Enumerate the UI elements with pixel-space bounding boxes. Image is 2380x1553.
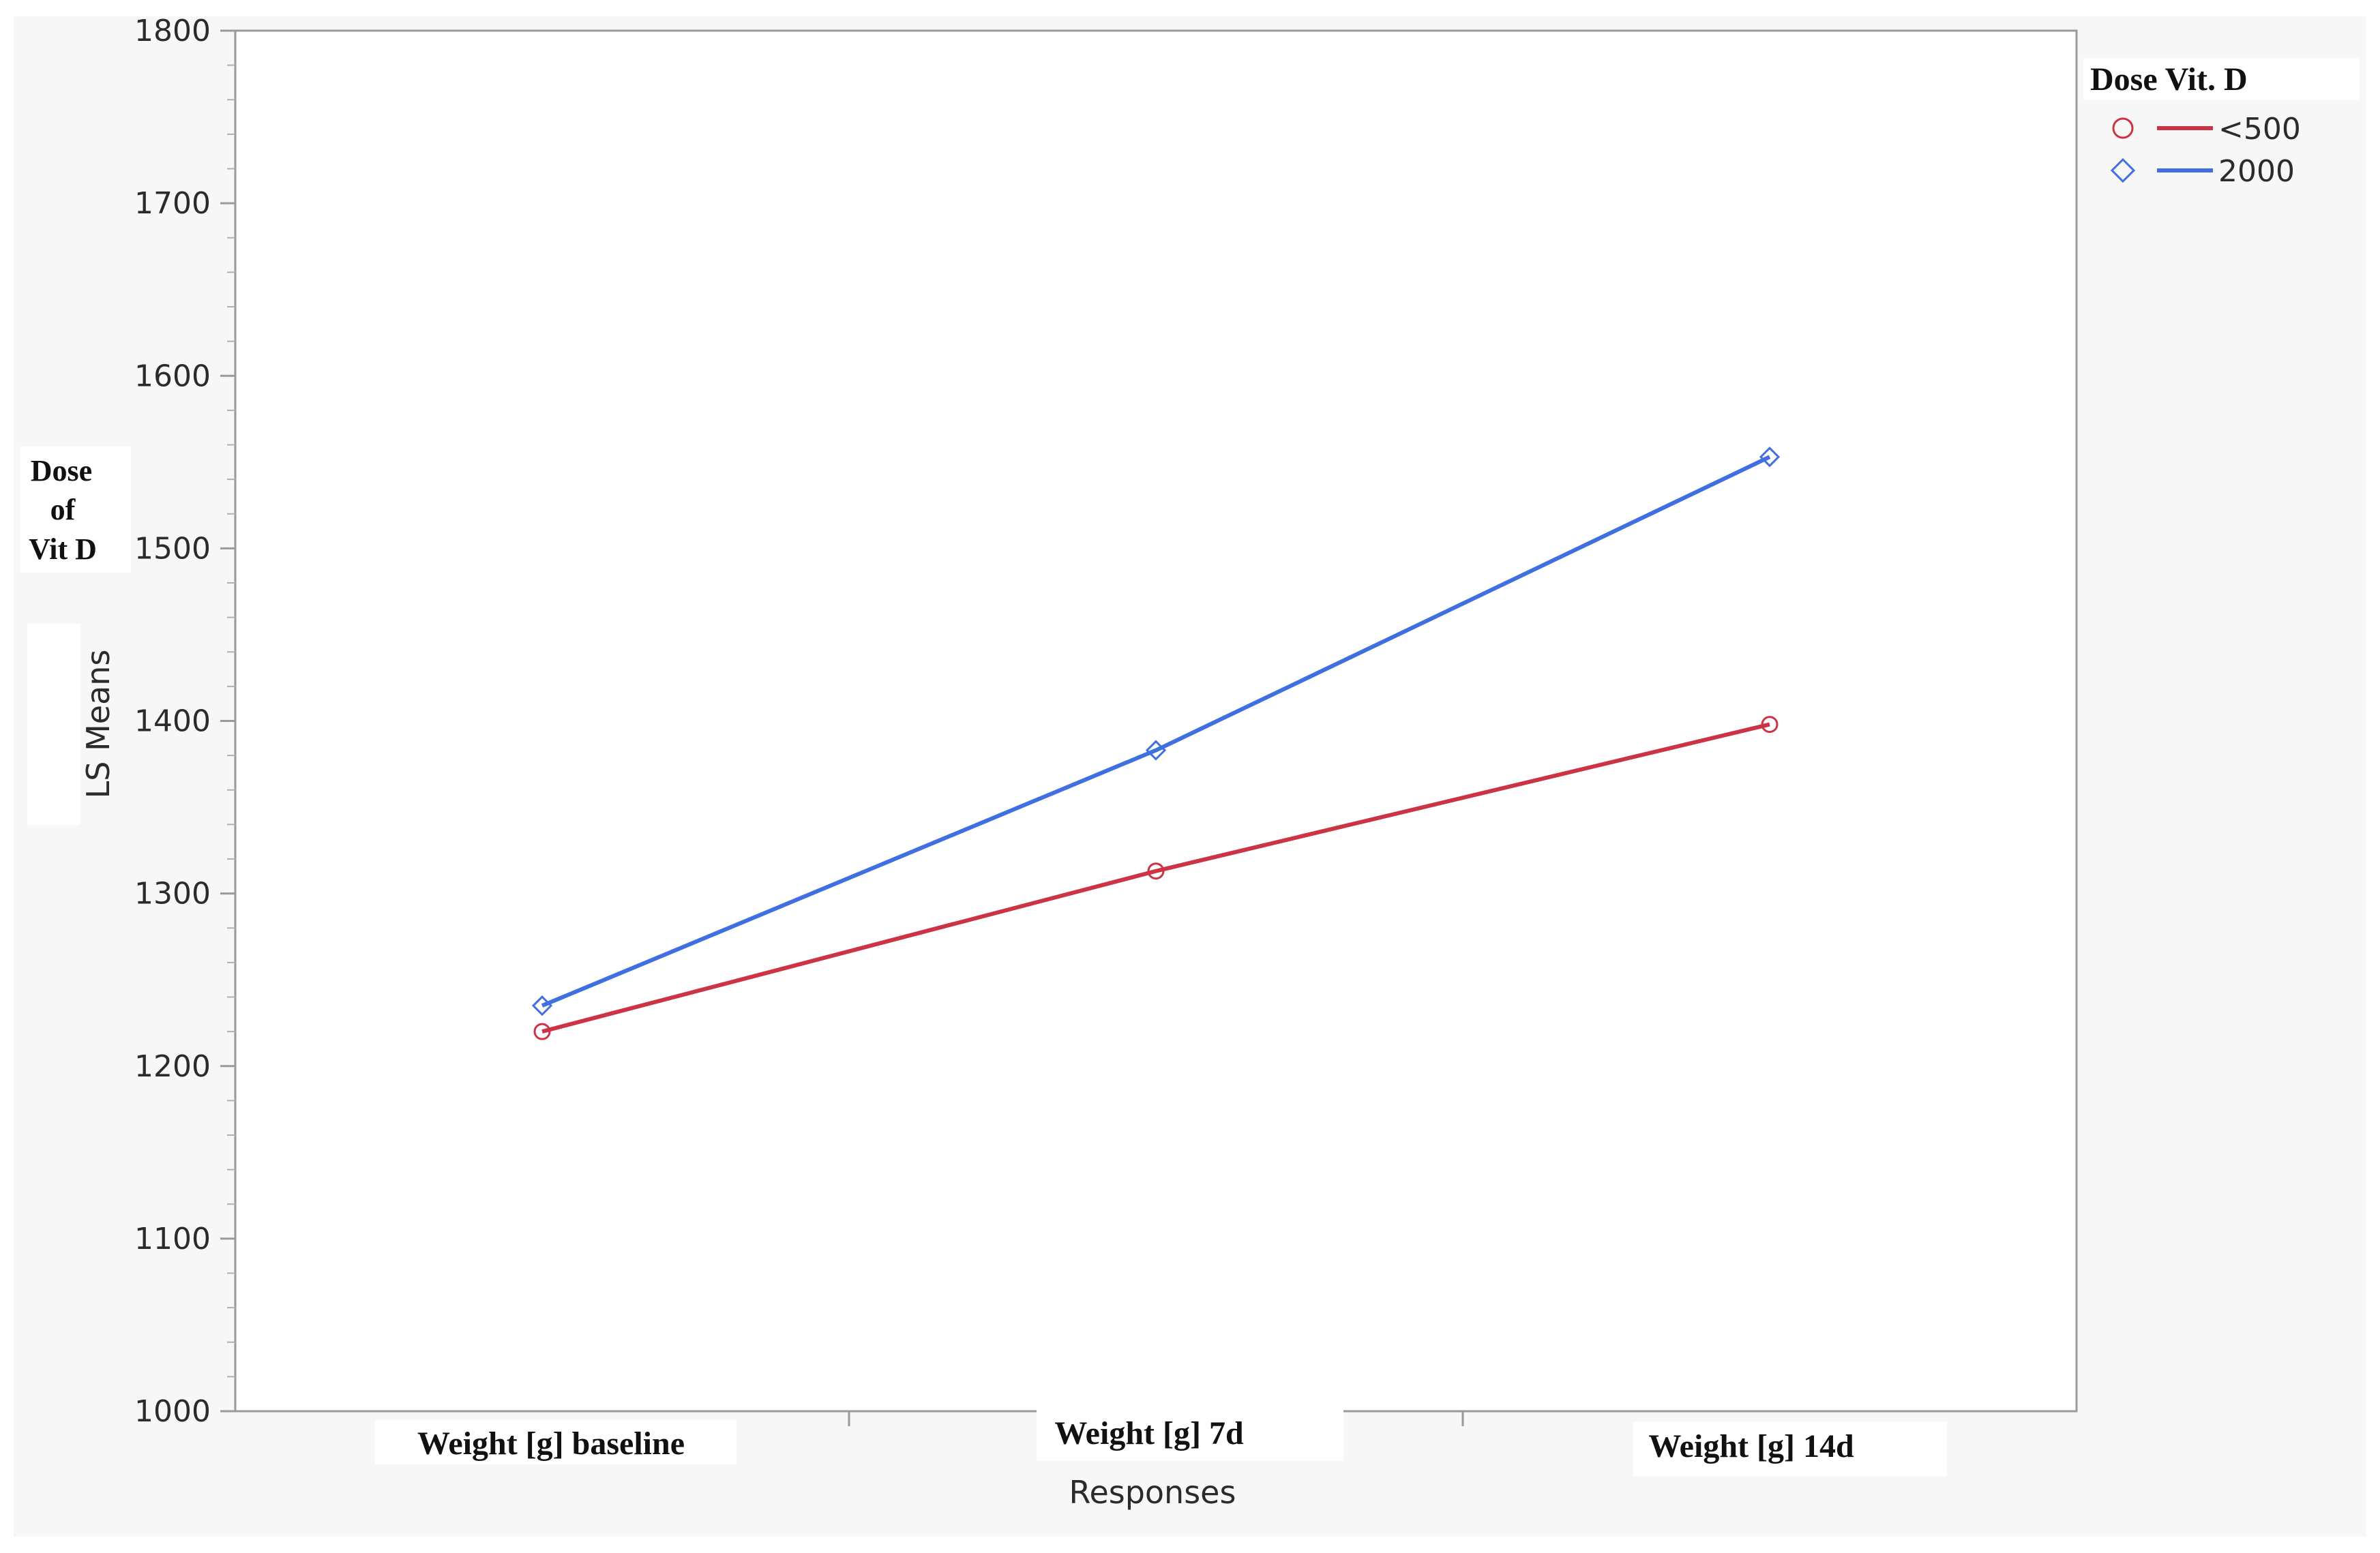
y-axis-title-backdrop: [27, 624, 80, 825]
side-title-line-3: Vit D: [29, 532, 97, 566]
legend-label: <500: [2218, 112, 2301, 147]
y-tick-label: 1700: [134, 186, 211, 221]
x-axis-title: Responses: [1069, 1474, 1236, 1511]
cat-label-backdrop-1: [375, 1420, 737, 1464]
y-axis: 1000 1100 1200 1300 1400 1500 1600 1700 1800: [134, 14, 235, 1429]
series-line: [541, 722, 1770, 1034]
legend: <500 2000: [2110, 112, 2301, 189]
side-title-line-2: of: [50, 493, 76, 526]
data-point: [1147, 862, 1165, 880]
side-title-backdrop: [20, 447, 131, 573]
legend-label: 2000: [2218, 154, 2295, 189]
plot-area: [234, 29, 2078, 1413]
y-axis-title: LS Means: [80, 650, 117, 799]
y-tick-label: 1200: [134, 1049, 211, 1084]
cat-label-backdrop-2: [1037, 1410, 1343, 1461]
x-category-label: Weight [g] baseline: [417, 1426, 685, 1462]
data-point: [531, 995, 553, 1016]
y-tick-label: 1500: [134, 531, 211, 566]
x-axis: Weight [g] baseline Weight [g] 7d Weight […: [417, 1411, 1854, 1464]
side-title-line-1: Dose: [31, 454, 92, 487]
legend-title: Dose Vit. D: [2090, 61, 2248, 97]
x-category-label: Weight [g] 14d: [1648, 1428, 1854, 1464]
cat-label-backdrop-3: [1633, 1421, 1947, 1476]
data-point: [533, 1023, 551, 1040]
y-tick-label: 1300: [134, 877, 211, 911]
y-tick-label: 1600: [134, 359, 211, 393]
legend-title-backdrop: [2083, 58, 2360, 100]
y-tick-label: 1100: [134, 1222, 211, 1256]
data-point: [1145, 740, 1167, 761]
legend-marker: [2110, 157, 2136, 183]
data-point: [1759, 447, 1781, 468]
x-category-label: Weight [g] 7d: [1054, 1415, 1244, 1451]
series-layer: [531, 447, 1781, 1040]
y-tick-label: 1400: [134, 704, 211, 739]
y-tick-label: 1000: [134, 1394, 211, 1429]
legend-marker: [2112, 117, 2134, 139]
data-point: [1761, 716, 1779, 734]
series-line: [541, 455, 1771, 1008]
y-tick-label: 1800: [134, 14, 211, 48]
